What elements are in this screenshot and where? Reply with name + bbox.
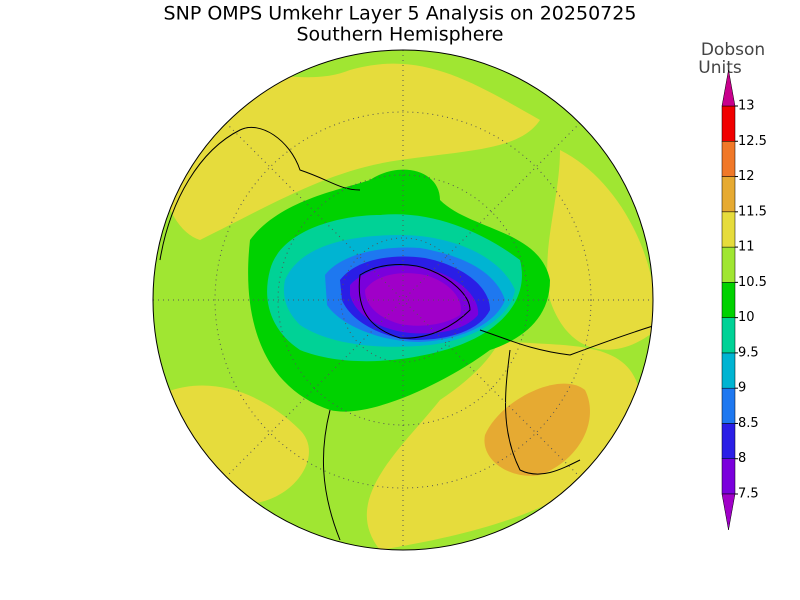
colorbar-tick-label: 13 [738, 99, 755, 114]
title: SNP OMPS Umkehr Layer 5 Analysis on 2025… [164, 3, 637, 25]
colorbar-segment [721, 352, 736, 389]
subtitle: Southern Hemisphere [296, 24, 503, 46]
unit-label: Units [698, 58, 742, 78]
colorbar-segment [721, 387, 736, 424]
yellow-region [153, 63, 540, 240]
graticule [340, 237, 466, 363]
ozone-field [153, 50, 653, 550]
colorbar-segment [721, 458, 736, 495]
colorbar-tick-label: 8 [738, 451, 746, 466]
colorbar-segment [721, 246, 736, 283]
colorbar-segment [721, 282, 736, 318]
globe-outline [152, 49, 654, 551]
graticule [153, 50, 653, 550]
colorbar-tick-label: 10.5 [738, 275, 767, 290]
colorbar-segment [721, 105, 736, 142]
colorbar-over [721, 69, 736, 107]
colorbar-tick-label: 11.5 [738, 204, 767, 219]
colorbar-tick-label: 10 [738, 310, 755, 325]
africa-coast [479, 324, 653, 475]
colorbar-segment [721, 211, 736, 248]
colorbar-tick-label: 9.5 [738, 345, 759, 360]
graticule [214, 111, 592, 489]
colorbar-segment [721, 423, 736, 459]
colorbar: 7.5 8 8.5 9 9.5 10 10.5 11 11.5 12 12.5 13 [721, 69, 767, 531]
land-coast [159, 126, 361, 541]
antarctica-coast [358, 264, 471, 339]
orange-region [484, 383, 590, 476]
colorbar-under [721, 493, 736, 531]
colorbar-tick-label: 8.5 [738, 416, 759, 431]
colorbar-tick-label: 12 [738, 169, 755, 184]
colorbar-tick-label: 9 [738, 381, 746, 396]
colorbar-tick-label: 7.5 [738, 487, 759, 502]
colorbar-tick-label: 12.5 [738, 134, 767, 149]
colorbar-tick-label: 11 [738, 240, 755, 255]
colorbar-segment [721, 176, 736, 213]
colorbar-segment [721, 141, 736, 177]
unit-label: Dobson [701, 40, 765, 60]
colorbar-segment [721, 317, 736, 354]
